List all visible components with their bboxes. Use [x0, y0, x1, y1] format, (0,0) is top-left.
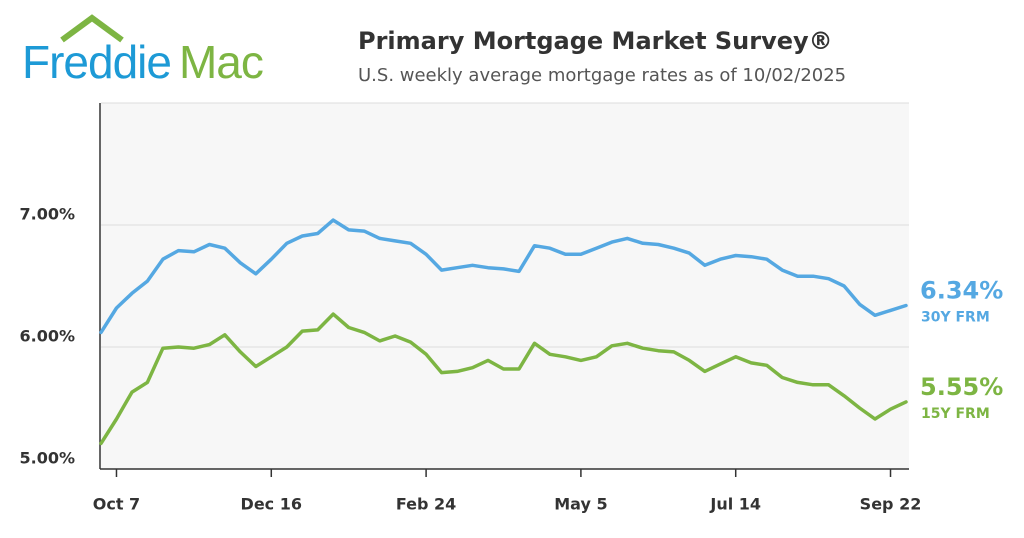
end-value-label: 5.55%: [920, 373, 1003, 401]
chart-subtitle: U.S. weekly average mortgage rates as of…: [358, 65, 846, 86]
x-tick-label: Feb 24: [396, 495, 456, 514]
x-tick-label: Dec 16: [241, 495, 302, 514]
y-tick-label: 7.00%: [19, 205, 75, 224]
series-line: [99, 312, 908, 446]
legend-label: 15Y FRM: [921, 406, 990, 422]
x-tick-label: Jul 14: [709, 495, 761, 514]
logo-roof: [60, 14, 124, 43]
logo: Freddie Mac: [22, 36, 263, 88]
end-value-label: 6.34%: [920, 277, 1003, 305]
chart-title: Primary Mortgage Market Survey®: [358, 27, 833, 55]
series-line: [99, 218, 908, 335]
logo-part: Freddie: [22, 36, 171, 88]
logo-part: Mac: [179, 36, 263, 88]
plot-area: [101, 103, 909, 469]
x-tick-label: Sep 22: [860, 495, 922, 514]
legend-label: 30Y FRM: [921, 310, 990, 326]
x-tick-label: May 5: [554, 495, 607, 514]
y-tick-label: 6.00%: [19, 327, 75, 346]
x-tick-label: Oct 7: [93, 495, 140, 514]
y-tick-label: 5.00%: [19, 449, 75, 468]
